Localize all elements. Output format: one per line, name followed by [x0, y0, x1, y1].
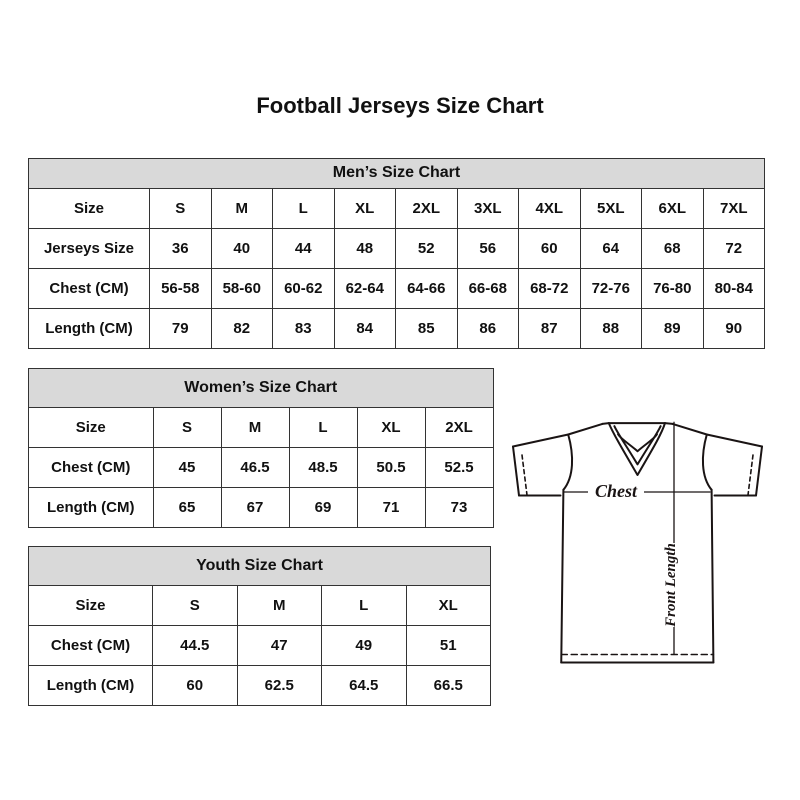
svg-text:Front Length: Front Length: [663, 543, 679, 628]
svg-text:Chest: Chest: [595, 481, 638, 501]
